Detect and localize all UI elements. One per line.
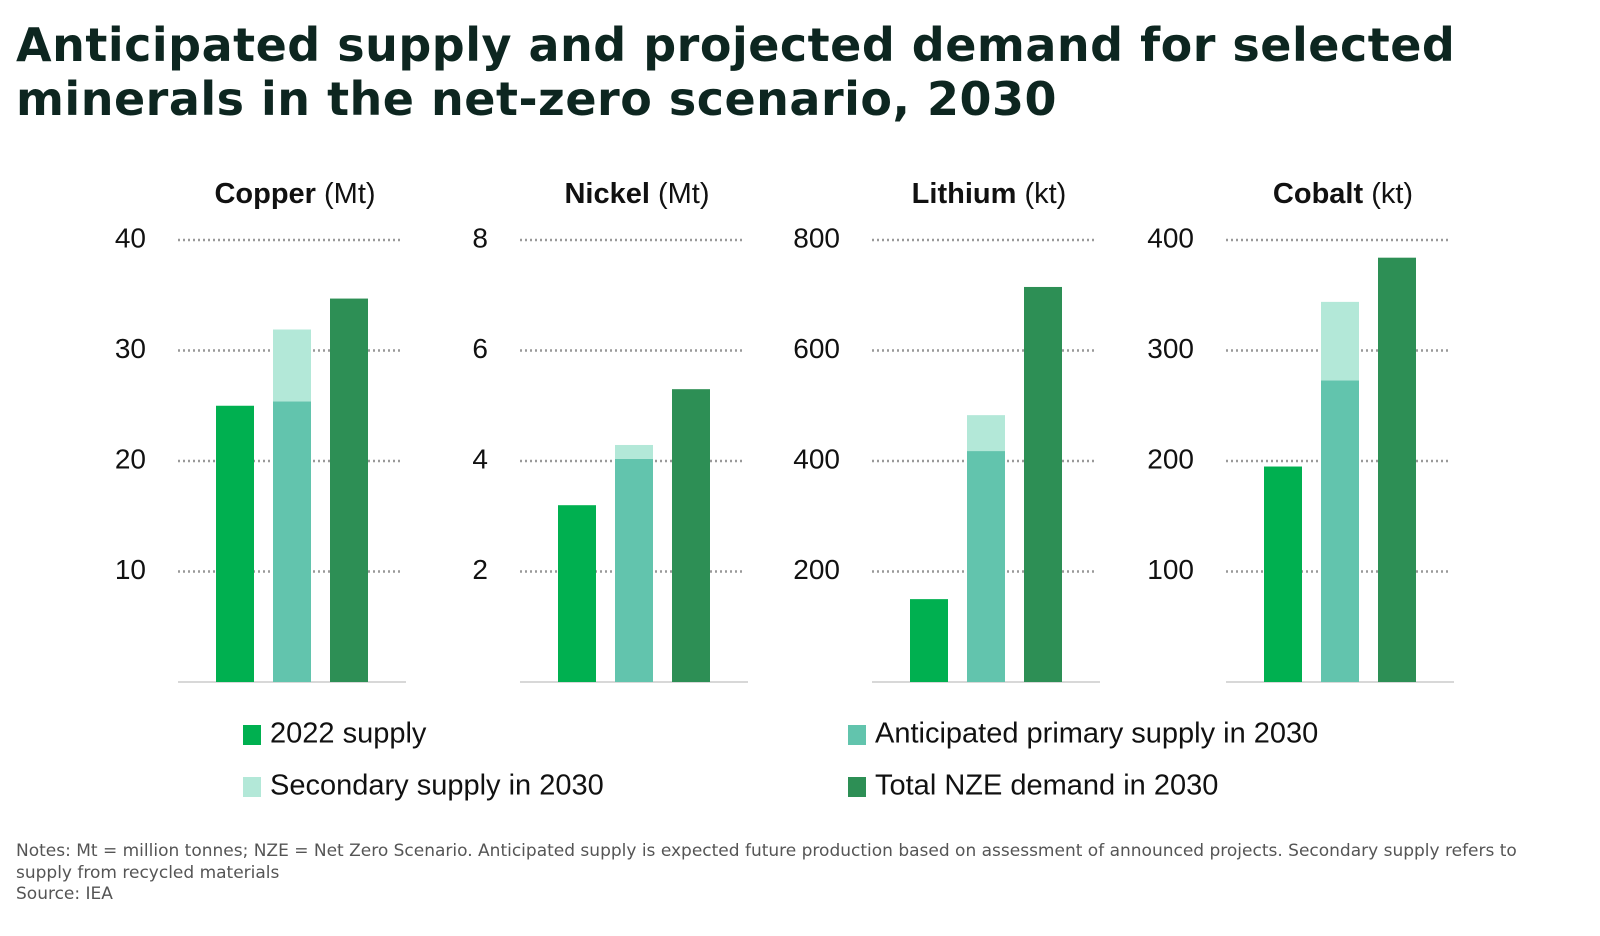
panel-name: Lithium [912, 178, 1017, 210]
panel-title: Cobalt (kt) [1273, 178, 1413, 210]
bar [967, 415, 1005, 452]
panel-name: Copper [214, 178, 316, 210]
y-tick-label: 20 [115, 443, 146, 474]
y-tick-label: 40 [115, 222, 146, 253]
y-tick-label: 800 [793, 222, 840, 253]
y-tick-label: 100 [1147, 554, 1194, 585]
panel-title: Copper (Mt) [214, 178, 375, 210]
bar [216, 405, 254, 682]
panel-title: Lithium (kt) [912, 178, 1067, 210]
legend-label: Secondary supply in 2030 [270, 770, 604, 802]
panel-unit: (kt) [1024, 178, 1066, 210]
legend-label: Total NZE demand in 2030 [875, 770, 1218, 802]
page-title: Anticipated supply and projected demand … [16, 18, 1456, 126]
y-tick-label: 300 [1147, 333, 1194, 364]
chart: Copper (Mt) 10 20 30 40 Nickel (Mt) 2 4 6 8 Lithiu… [115, 178, 1454, 802]
y-tick-label: 2 [472, 554, 488, 585]
y-tick-label: 200 [1147, 443, 1194, 474]
bar [1378, 257, 1416, 682]
bar [558, 505, 596, 682]
legend-swatch [848, 725, 866, 745]
y-tick-label: 8 [472, 222, 488, 253]
notes: Notes: Mt = million tonnes; NZE = Net Ze… [16, 841, 1517, 883]
bar [910, 599, 948, 682]
bar [615, 444, 653, 459]
bar [672, 389, 710, 682]
panel-unit: (Mt) [324, 178, 376, 210]
legend-label: 2022 supply [270, 718, 427, 750]
y-tick-label: 200 [793, 554, 840, 585]
bar [273, 401, 311, 682]
y-tick-label: 400 [793, 443, 840, 474]
bar [1024, 286, 1062, 682]
bar [1321, 301, 1359, 381]
bar [330, 298, 368, 682]
source: Source: IEA [16, 884, 113, 904]
bar [273, 329, 311, 402]
y-tick-label: 30 [115, 333, 146, 364]
y-tick-label: 6 [472, 333, 488, 364]
panel-name: Nickel [564, 178, 649, 210]
y-tick-label: 10 [115, 554, 146, 585]
y-tick-label: 400 [1147, 222, 1194, 253]
legend-swatch [848, 777, 866, 797]
bar [1264, 466, 1302, 682]
legend-swatch [243, 725, 261, 745]
y-tick-label: 4 [472, 443, 488, 474]
panel-unit: (kt) [1371, 178, 1413, 210]
panel-title: Nickel (Mt) [564, 178, 709, 210]
bar [1321, 380, 1359, 682]
panel-name: Cobalt [1273, 178, 1364, 210]
legend-swatch [243, 777, 261, 797]
y-tick-label: 600 [793, 333, 840, 364]
bar [967, 451, 1005, 682]
bar [615, 458, 653, 682]
panel-unit: (Mt) [658, 178, 710, 210]
legend-label: Anticipated primary supply in 2030 [875, 718, 1318, 750]
